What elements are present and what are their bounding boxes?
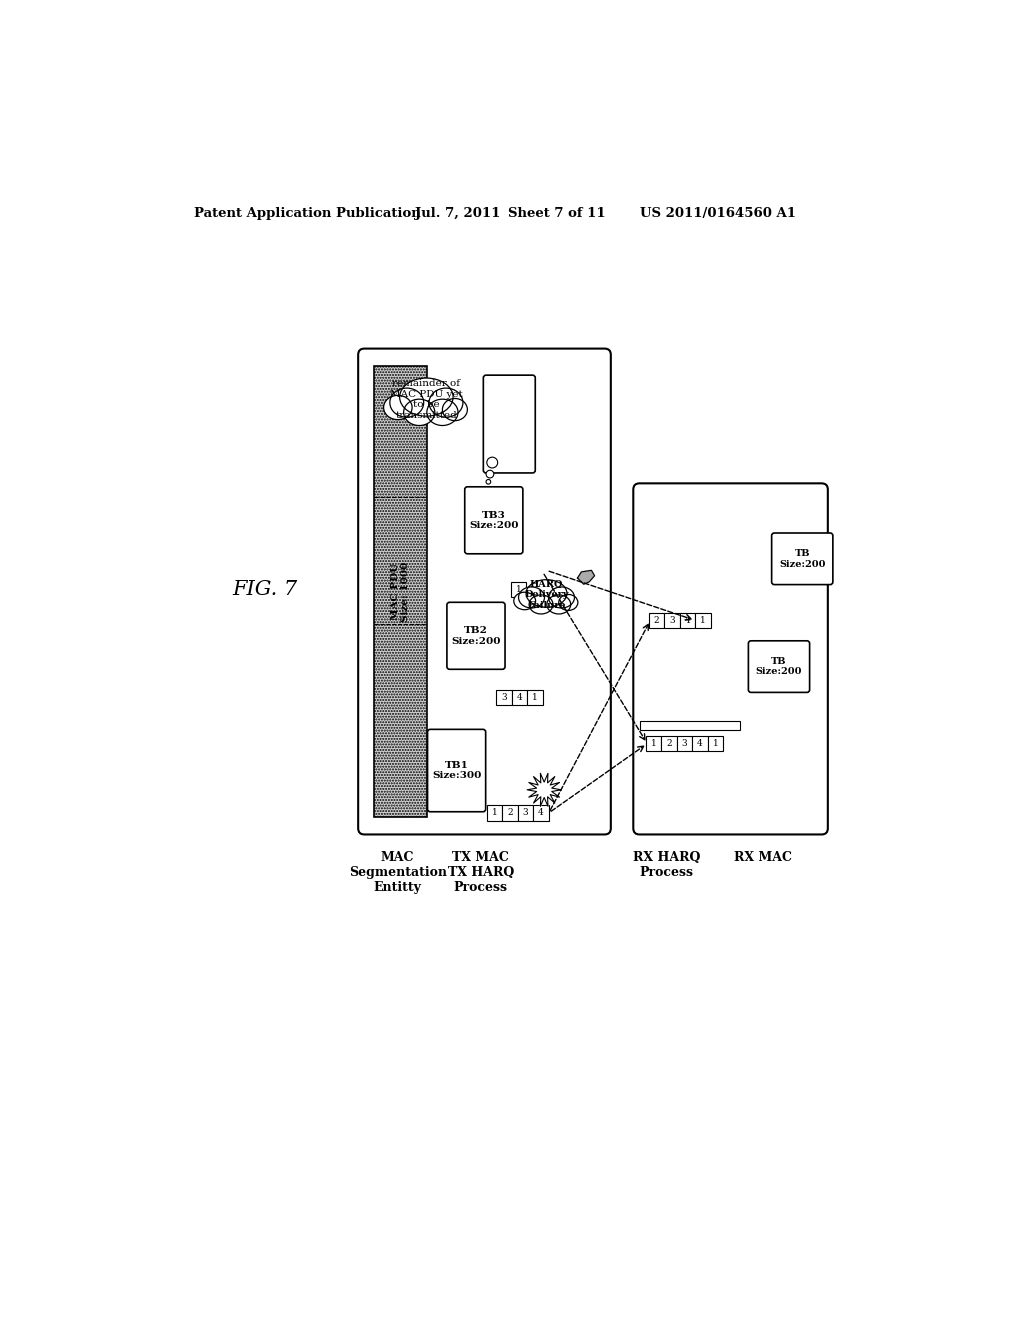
FancyBboxPatch shape <box>749 640 810 693</box>
Ellipse shape <box>384 396 412 420</box>
Text: 2: 2 <box>653 616 659 624</box>
Text: 1: 1 <box>650 739 656 748</box>
Circle shape <box>486 479 490 484</box>
Text: 4: 4 <box>539 808 544 817</box>
Bar <box>534 805 549 821</box>
FancyBboxPatch shape <box>428 730 485 812</box>
Text: MAC
Segmentation
Entitty: MAC Segmentation Entitty <box>349 851 446 895</box>
Bar <box>646 737 662 751</box>
Text: US 2011/0164560 A1: US 2011/0164560 A1 <box>640 207 796 220</box>
Bar <box>511 582 526 598</box>
Text: Patent Application Publication: Patent Application Publication <box>194 207 421 220</box>
Ellipse shape <box>403 399 435 425</box>
Text: 4: 4 <box>685 616 690 624</box>
Text: TB3
Size:200: TB3 Size:200 <box>469 511 518 531</box>
Bar <box>680 612 695 628</box>
Bar <box>512 690 527 705</box>
FancyBboxPatch shape <box>446 602 505 669</box>
Circle shape <box>486 470 494 478</box>
Ellipse shape <box>429 388 463 417</box>
Ellipse shape <box>514 593 536 610</box>
Text: MAC PDU
Size: 1000: MAC PDU Size: 1000 <box>391 561 411 622</box>
Text: HARQ
Delivery
Failure: HARQ Delivery Failure <box>524 579 568 610</box>
Ellipse shape <box>529 595 553 614</box>
Text: TB1
Size:300: TB1 Size:300 <box>432 760 481 780</box>
FancyBboxPatch shape <box>772 533 833 585</box>
Bar <box>486 805 503 821</box>
Text: 2: 2 <box>507 808 513 817</box>
Text: TB2
Size:200: TB2 Size:200 <box>452 626 501 645</box>
Text: FIG. 7: FIG. 7 <box>232 579 298 599</box>
Text: 4: 4 <box>516 693 522 702</box>
Bar <box>496 690 512 705</box>
Ellipse shape <box>399 378 453 416</box>
Polygon shape <box>527 774 561 807</box>
Ellipse shape <box>549 587 574 609</box>
Ellipse shape <box>390 388 424 417</box>
Bar <box>708 737 723 751</box>
Text: remainder of
MAC PDU yet
to be
transmitted: remainder of MAC PDU yet to be transmitt… <box>390 379 463 420</box>
Bar <box>375 367 427 817</box>
Text: 3: 3 <box>682 739 687 748</box>
Ellipse shape <box>427 399 458 425</box>
Text: RX HARQ
Process: RX HARQ Process <box>633 851 700 879</box>
Text: 1: 1 <box>532 693 538 702</box>
Text: 4: 4 <box>697 739 702 748</box>
Bar <box>662 737 677 751</box>
Polygon shape <box>578 570 595 585</box>
Text: 1: 1 <box>492 808 498 817</box>
Bar <box>503 805 518 821</box>
Bar <box>527 690 543 705</box>
Bar <box>692 737 708 751</box>
Bar <box>695 612 711 628</box>
Text: TB
Size:200: TB Size:200 <box>756 657 802 676</box>
Text: Sheet 7 of 11: Sheet 7 of 11 <box>508 207 605 220</box>
Bar <box>640 721 740 730</box>
Ellipse shape <box>559 594 578 610</box>
Text: 1: 1 <box>700 616 706 624</box>
Ellipse shape <box>442 399 467 421</box>
Bar <box>518 805 534 821</box>
FancyBboxPatch shape <box>633 483 827 834</box>
FancyBboxPatch shape <box>465 487 523 554</box>
Ellipse shape <box>547 595 570 614</box>
Text: 1: 1 <box>713 739 718 748</box>
Text: RX MAC: RX MAC <box>734 851 793 865</box>
Circle shape <box>486 457 498 469</box>
Text: 1: 1 <box>516 585 521 594</box>
Bar <box>649 612 665 628</box>
Ellipse shape <box>526 579 567 607</box>
Text: Jul. 7, 2011: Jul. 7, 2011 <box>415 207 500 220</box>
Text: 2: 2 <box>667 739 672 748</box>
FancyBboxPatch shape <box>358 348 611 834</box>
Ellipse shape <box>518 587 545 609</box>
Bar <box>665 612 680 628</box>
Text: 3: 3 <box>501 693 507 702</box>
Text: TX MAC
TX HARQ
Process: TX MAC TX HARQ Process <box>447 851 514 895</box>
Bar <box>677 737 692 751</box>
Text: TB
Size:200: TB Size:200 <box>779 549 825 569</box>
FancyBboxPatch shape <box>483 375 536 473</box>
Text: 3: 3 <box>523 808 528 817</box>
Text: 3: 3 <box>670 616 675 624</box>
